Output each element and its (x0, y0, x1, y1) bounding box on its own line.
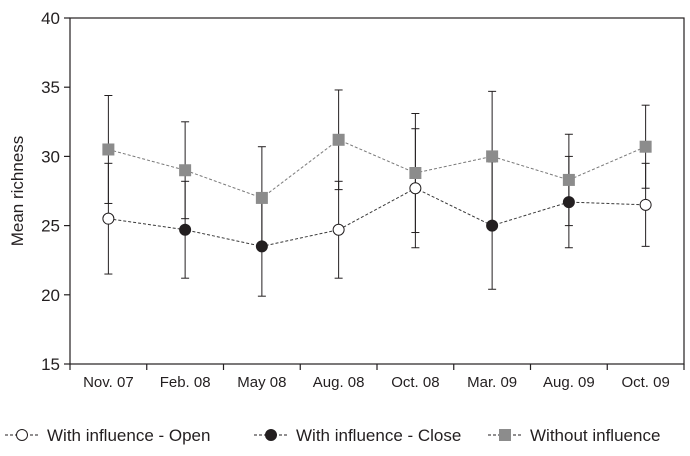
y-tick-label: 30 (41, 147, 60, 166)
legend-marker-open-circle (16, 429, 28, 441)
legend-label: With influence - Open (47, 426, 210, 445)
data-point-without-influence (255, 191, 268, 204)
x-tick-label: Oct. 08 (391, 374, 439, 391)
y-tick-label: 35 (41, 78, 60, 97)
y-tick-label: 15 (41, 355, 60, 374)
y-tick-label: 20 (41, 286, 60, 305)
data-point-without-influence (409, 167, 422, 180)
y-tick-label: 40 (41, 9, 60, 28)
legend-marker-square (499, 429, 511, 441)
x-tick-label: Oct. 09 (621, 374, 669, 391)
series-line-with-influence (108, 187, 646, 247)
data-point-with-influence-close (486, 219, 499, 232)
x-tick-label: Nov. 07 (83, 374, 134, 391)
plot-area: 15 20 25 30 35 40 Nov. 07 Feb. 08 May 08 Aug. 08 O… (41, 9, 685, 391)
legend-label: With influence - Close (296, 426, 461, 445)
data-point-with-influence-close (179, 223, 192, 236)
x-tick-label: May 08 (237, 374, 286, 391)
data-point-with-influence-open (639, 198, 652, 211)
data-point-without-influence (179, 164, 192, 177)
data-point-with-influence-open (332, 223, 345, 236)
plot-frame (69, 17, 685, 365)
y-axis-label: Mean richness (8, 136, 27, 247)
y-tick-label: 25 (41, 217, 60, 236)
data-point-with-influence-open (102, 212, 115, 225)
data-point-with-influence-close (255, 240, 268, 253)
data-point-with-influence-open (409, 182, 422, 195)
legend-label: Without influence (530, 426, 660, 445)
data-point-without-influence (332, 133, 345, 146)
data-point-without-influence (486, 150, 499, 163)
x-tick-label: Aug. 09 (543, 374, 595, 391)
data-point-with-influence-close (562, 196, 575, 209)
series-line-without-influence (108, 139, 646, 199)
data-point-without-influence (102, 143, 115, 156)
legend: With influence - Open With influence - Cl… (5, 426, 660, 445)
legend-marker-filled-circle (265, 429, 277, 441)
x-tick-label: Mar. 09 (467, 374, 517, 391)
x-tick-label: Feb. 08 (160, 374, 211, 391)
x-tick-label: Aug. 08 (313, 374, 365, 391)
data-point-without-influence (562, 173, 575, 186)
data-point-without-influence (639, 140, 652, 153)
